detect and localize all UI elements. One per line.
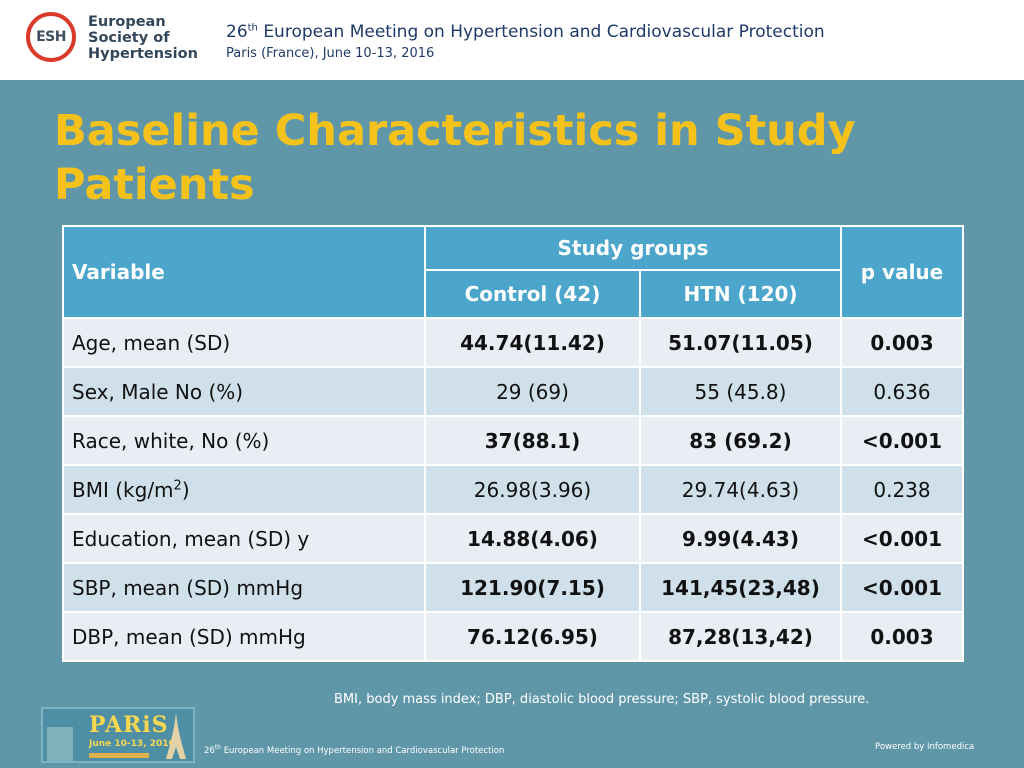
logo-abbrev: ESH [36,29,66,45]
row-htn: 29.74(4.63) [639,464,842,515]
row-htn: 141,45(23,48) [639,562,842,613]
header-study-groups: Study groups [424,225,842,271]
bmi-label-end: ) [181,477,190,502]
row-variable: Race, white, No (%) [62,415,426,466]
row-variable: BMI (kg/m2) [62,464,426,515]
powered-by: Powered by Infomedica [875,742,975,752]
table-row: Age, mean (SD) 44.74(11.42) 51.07(11.05)… [62,317,964,368]
header-control: Control (42) [424,269,641,319]
row-htn: 9.99(4.43) [639,513,842,564]
footer-conference-name: European Meeting on Hypertension and Car… [223,745,505,756]
table-row: Race, white, No (%) 37(88.1) 83 (69.2) <… [62,415,964,466]
footer-conference-suffix: th [214,744,221,751]
row-control: 37(88.1) [424,415,641,466]
conference-suffix: th [247,22,258,34]
logo-line-3: Hypertension [88,46,198,62]
footer-conference: 26th European Meeting on Hypertension an… [204,744,504,756]
paris-dates: June 10-13, 2016 [89,739,175,749]
row-p: 0.003 [840,317,964,368]
row-control: 26.98(3.96) [424,464,641,515]
row-variable: SBP, mean (SD) mmHg [62,562,426,613]
header-p-value: p value [840,225,964,319]
slide-title: Baseline Characteristics in Study Patien… [54,104,954,212]
header-bar: ESH European Society of Hypertension 26t… [0,0,1024,80]
header-htn: HTN (120) [639,269,842,319]
bmi-label: BMI (kg/m [72,477,174,502]
logo-text: European Society of Hypertension [88,14,198,62]
row-control: 121.90(7.15) [424,562,641,613]
row-p: 0.003 [840,611,964,662]
baseline-table: Variable Study groups p value Control (4… [62,225,964,662]
esh-logo: ESH European Society of Hypertension [26,12,198,70]
logo-ring-icon [26,12,76,62]
table-row: DBP, mean (SD) mmHg 76.12(6.95) 87,28(13… [62,611,964,662]
bmi-superscript: 2 [173,477,182,493]
row-htn: 83 (69.2) [639,415,842,466]
table-row: Education, mean (SD) y 14.88(4.06) 9.99(… [62,513,964,564]
conference-location: Paris (France), June 10-13, 2016 [226,46,435,61]
slide-title-line-1: Baseline Characteristics in Study [54,106,856,156]
table-row: Sex, Male No (%) 29 (69) 55 (45.8) 0.636 [62,366,964,417]
row-control: 76.12(6.95) [424,611,641,662]
row-variable: Age, mean (SD) [62,317,426,368]
slide-title-line-2: Patients [54,160,255,210]
conference-number: 26 [226,22,248,42]
row-htn: 55 (45.8) [639,366,842,417]
row-p: <0.001 [840,562,964,613]
row-p: <0.001 [840,415,964,466]
row-control: 29 (69) [424,366,641,417]
footnote: BMI, body mass index; DBP, diastolic blo… [334,692,870,707]
row-variable: Education, mean (SD) y [62,513,426,564]
paris-underline [89,753,149,758]
logo-line-1: European [88,14,166,30]
paris-banner: PARiS June 10-13, 2016 [41,707,195,763]
row-p: 0.238 [840,464,964,515]
table-row: BMI (kg/m2) 26.98(3.96) 29.74(4.63) 0.23… [62,464,964,515]
conference-name: European Meeting on Hypertension and Car… [263,22,825,42]
footer-conference-number: 26 [204,745,215,756]
row-p: 0.636 [840,366,964,417]
row-p: <0.001 [840,513,964,564]
header-variable: Variable [62,225,426,319]
paris-building-icon [47,727,73,761]
logo-line-2: Society of [88,30,170,46]
row-control: 14.88(4.06) [424,513,641,564]
conference-title: 26th European Meeting on Hypertension an… [226,22,825,42]
row-htn: 51.07(11.05) [639,317,842,368]
table-row: SBP, mean (SD) mmHg 121.90(7.15) 141,45(… [62,562,964,613]
eiffel-tower-icon [166,713,186,759]
row-variable: Sex, Male No (%) [62,366,426,417]
paris-word: PARiS [89,712,169,738]
row-variable: DBP, mean (SD) mmHg [62,611,426,662]
row-htn: 87,28(13,42) [639,611,842,662]
row-control: 44.74(11.42) [424,317,641,368]
